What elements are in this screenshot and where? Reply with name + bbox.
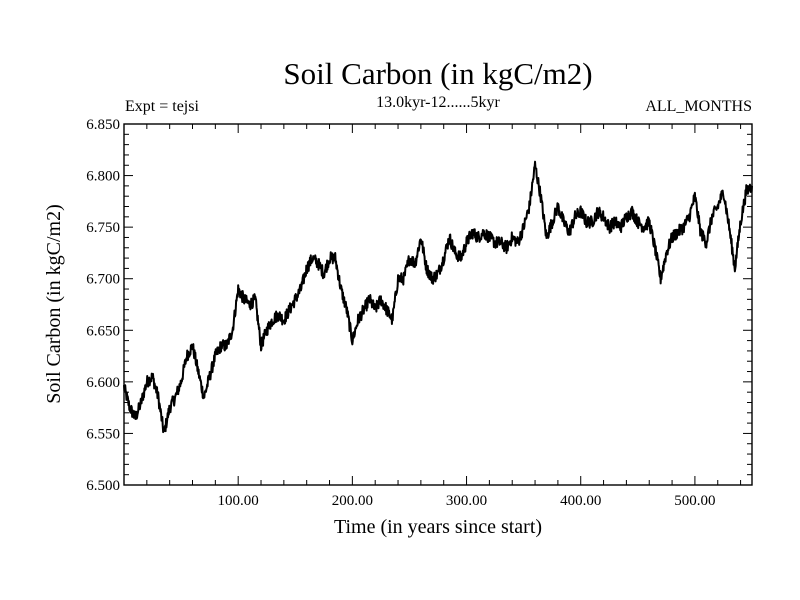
x-axis-label: Time (in years since start) xyxy=(334,516,542,538)
x-tick-label: 400.00 xyxy=(560,493,601,509)
y-tick-label: 6.850 xyxy=(86,117,120,133)
x-tick-label: 500.00 xyxy=(674,493,715,509)
soil-carbon-series-line xyxy=(123,160,753,434)
plot-frame xyxy=(123,123,753,486)
y-axis-label: Soil Carbon (in kgC/m2) xyxy=(43,204,65,403)
y-tick-labels: 6.500 6.550 6.600 6.650 6.700 6.750 6.800 6.850 xyxy=(86,117,120,494)
experiment-label: Expt = tejsi xyxy=(125,98,199,115)
chart-title: Soil Carbon (in kgC/m2) xyxy=(283,56,592,91)
y-tick-label: 6.500 xyxy=(86,478,120,494)
y-tick-label: 6.800 xyxy=(86,169,120,185)
x-tick-label: 300.00 xyxy=(446,493,487,509)
tick-layer xyxy=(124,123,752,486)
y-tick-label: 6.650 xyxy=(86,323,120,339)
y-tick-label: 6.700 xyxy=(86,272,120,288)
x-tick-labels: 100.00 200.00 300.00 400.00 500.00 xyxy=(218,493,716,509)
months-label: ALL_MONTHS xyxy=(645,98,752,115)
y-tick-label: 6.750 xyxy=(86,220,120,236)
x-tick-label: 200.00 xyxy=(332,493,373,509)
y-tick-label: 6.550 xyxy=(86,426,120,442)
y-tick-label: 6.600 xyxy=(86,375,120,391)
chart-subtitle: 13.0kyr-12......5kyr xyxy=(376,94,500,111)
x-tick-label: 100.00 xyxy=(218,493,259,509)
